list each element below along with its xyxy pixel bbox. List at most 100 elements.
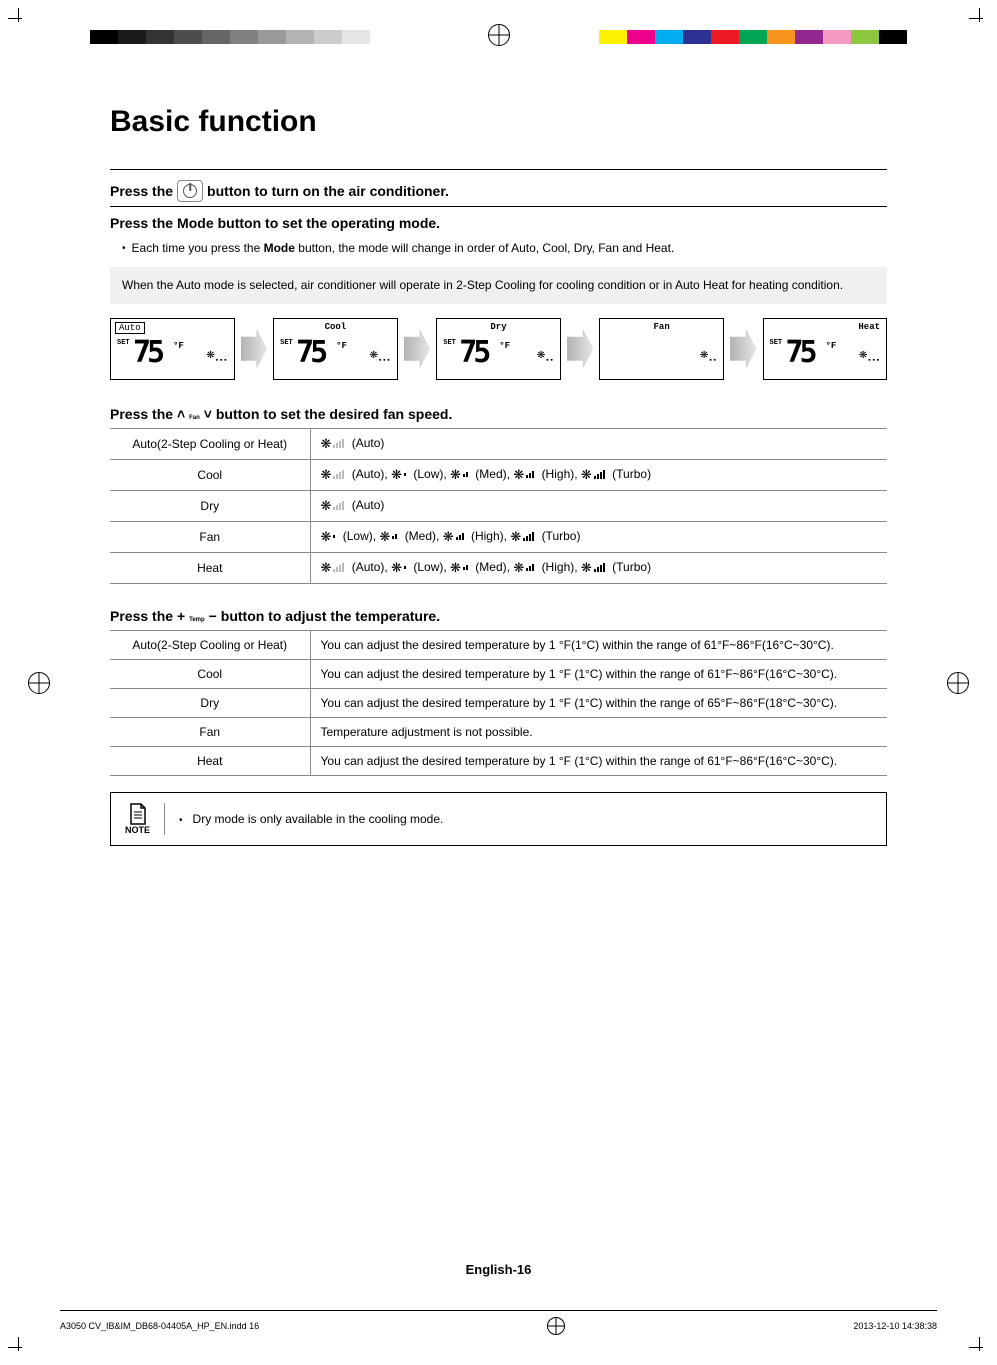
arrow-icon	[241, 329, 268, 369]
note-box: NOTE • Dry mode is only available in the…	[110, 792, 887, 846]
text: button, the mode will change in order of…	[298, 241, 674, 255]
footer-right: 2013-12-10 14:38:38	[853, 1321, 937, 1331]
set-label: SET	[443, 339, 456, 347]
fan-options-cell: ❋ (Auto)	[310, 428, 887, 459]
bullet-icon: •	[179, 815, 183, 826]
temp-value: 75	[296, 335, 324, 370]
fan-speed-table: Auto(2-Step Cooling or Heat)❋ (Auto) Coo…	[110, 428, 887, 584]
page-content: Basic function Press the button to turn …	[110, 105, 887, 846]
document-icon	[128, 803, 148, 825]
registration-mark-left	[28, 672, 50, 694]
fan-button-icon: ˄ Fan ˅	[177, 406, 212, 422]
step-text: Press the	[110, 215, 173, 231]
temp-unit: °F	[173, 341, 184, 351]
crop-mark	[8, 8, 28, 28]
mode-cell: Dry	[110, 490, 310, 521]
temp-unit: °F	[336, 341, 347, 351]
temp-unit: °F	[499, 341, 510, 351]
fan-options-cell: ❋ (Low), ❋ (Med), ❋ (High), ❋ (Turbo)	[310, 521, 887, 552]
mode-bullet: • Each time you press the Mode button, t…	[110, 237, 887, 267]
btn-label: Temp	[189, 617, 205, 623]
mode-cell: Auto(2-Step Cooling or Heat)	[110, 630, 310, 659]
minus-icon: −	[209, 608, 217, 624]
text: Dry mode is only available in the coolin…	[193, 812, 444, 826]
mode-cell: Dry	[110, 688, 310, 717]
desc-cell: Temperature adjustment is not possible.	[310, 717, 887, 746]
temp-unit: °F	[826, 341, 837, 351]
fan-icon: ❋▪▪	[537, 346, 554, 365]
separator	[164, 803, 165, 835]
temp-value: 75	[459, 335, 487, 370]
arrow-icon	[730, 329, 757, 369]
btn-label: Fan	[189, 415, 200, 421]
mode-cell: Auto(2-Step Cooling or Heat)	[110, 428, 310, 459]
step-temp: Press the + Temp − button to adjust the …	[110, 600, 887, 630]
color-bar	[599, 30, 907, 44]
text: Each time you press the	[132, 241, 261, 255]
page-title: Basic function	[110, 105, 887, 139]
step-text: button to set the desired fan speed.	[216, 406, 452, 422]
mode-label: Auto	[115, 322, 145, 334]
step-text: button to adjust the temperature.	[221, 608, 440, 624]
mode-label: Heat	[858, 322, 880, 332]
power-button-icon	[177, 180, 203, 202]
set-label: SET	[117, 339, 130, 347]
fan-icon: ❋▪▪▪	[859, 346, 880, 365]
crop-mark	[969, 1337, 989, 1357]
step-text: Press the	[110, 183, 173, 199]
registration-mark-top	[488, 24, 510, 46]
step-power: Press the button to turn on the air cond…	[110, 169, 887, 206]
desc-cell: You can adjust the desired temperature b…	[310, 688, 887, 717]
auto-mode-info: When the Auto mode is selected, air cond…	[110, 267, 887, 304]
temp-adjust-table: Auto(2-Step Cooling or Heat)You can adju…	[110, 630, 887, 776]
mode-cell: Fan	[110, 717, 310, 746]
note-label: NOTE	[125, 825, 150, 835]
mode-button-icon: Mode	[177, 215, 214, 231]
arrow-icon	[404, 329, 431, 369]
lcd-dry: Dry SET 75 °F ❋▪▪	[436, 318, 561, 380]
mode-display-row: Auto SET 75 °F ❋▪▪▪ Cool SET 75 °F ❋▪▪▪ …	[110, 318, 887, 380]
mode-cell: Fan	[110, 521, 310, 552]
mode-label: Cool	[325, 322, 347, 332]
registration-mark-bottom	[547, 1317, 565, 1335]
step-mode: Press the Mode button to set the operati…	[110, 206, 887, 237]
mode-cell: Heat	[110, 552, 310, 583]
note-text: • Dry mode is only available in the cool…	[179, 812, 443, 826]
desc-cell: You can adjust the desired temperature b…	[310, 746, 887, 775]
printer-marks-top	[0, 0, 997, 60]
registration-mark-right	[947, 672, 969, 694]
fan-options-cell: ❋ (Auto), ❋ (Low), ❋ (Med), ❋ (High), ❋ …	[310, 459, 887, 490]
footer-left: A3050 CV_IB&IM_DB68-04405A_HP_EN.indd 16	[60, 1321, 259, 1331]
bullet-text: Each time you press the Mode button, the…	[132, 241, 675, 257]
page-number: English-16	[466, 1262, 532, 1277]
grayscale-bar	[90, 30, 370, 44]
crop-mark	[969, 8, 989, 28]
mode-label: Dry	[490, 322, 506, 332]
set-label: SET	[770, 339, 783, 347]
bullet-icon: •	[122, 241, 126, 257]
power-icon	[183, 184, 197, 198]
text-bold: Mode	[264, 241, 295, 255]
temp-value: 75	[133, 335, 161, 370]
fan-options-cell: ❋ (Auto), ❋ (Low), ❋ (Med), ❋ (High), ❋ …	[310, 552, 887, 583]
fan-icon: ❋▪▪▪	[370, 346, 391, 365]
fan-icon: ❋▪▪▪	[206, 346, 227, 365]
print-footer: A3050 CV_IB&IM_DB68-04405A_HP_EN.indd 16…	[60, 1310, 937, 1335]
step-text: Press the	[110, 608, 173, 624]
step-fan: Press the ˄ Fan ˅ button to set the desi…	[110, 398, 887, 428]
lcd-heat: Heat SET 75 °F ❋▪▪▪	[763, 318, 888, 380]
chevron-down-icon: ˅	[204, 406, 212, 422]
step-text: button to turn on the air conditioner.	[207, 183, 449, 199]
mode-label: Fan	[654, 322, 670, 332]
crop-mark	[8, 1337, 28, 1357]
lcd-fan: Fan ❋▪▪	[599, 318, 724, 380]
step-text: Press the	[110, 406, 173, 422]
plus-icon: +	[177, 608, 185, 624]
chevron-up-icon: ˄	[177, 406, 185, 422]
lcd-auto: Auto SET 75 °F ❋▪▪▪	[110, 318, 235, 380]
temp-button-icon: + Temp −	[177, 608, 217, 624]
step-text: button to set the operating mode.	[218, 215, 440, 231]
temp-value: 75	[786, 335, 814, 370]
note-icon: NOTE	[125, 803, 150, 835]
arrow-icon	[567, 329, 594, 369]
